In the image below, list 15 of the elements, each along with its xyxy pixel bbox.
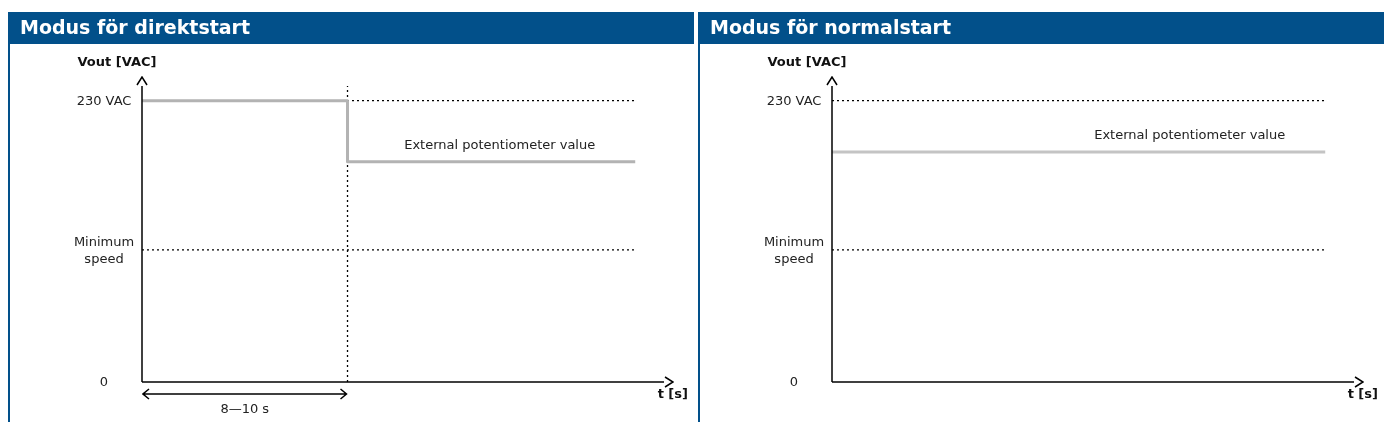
y-tick-label: 230 VAC xyxy=(76,92,132,108)
y-tick-label: 0 xyxy=(99,374,109,389)
y-tick-label: 0 xyxy=(789,374,799,389)
chart-title: Modus för direktstart xyxy=(10,12,694,44)
y-tick-label: 230 VAC xyxy=(766,92,822,108)
annotation: External potentiometer value xyxy=(1094,127,1286,143)
x-axis-title: t [s] xyxy=(657,386,688,401)
y-tick-label: Minimum speed xyxy=(763,233,825,266)
x-axis-title: t [s] xyxy=(1347,386,1378,401)
y-axis-title: Vout [VAC] xyxy=(766,54,848,69)
text: 8—10 s xyxy=(219,401,271,416)
y-tick-label: Minimum speed xyxy=(73,233,135,266)
annotation: External potentiometer value xyxy=(404,136,596,152)
y-axis-title: Vout [VAC] xyxy=(76,54,158,69)
chart-title: Modus för normalstart xyxy=(700,12,1384,44)
